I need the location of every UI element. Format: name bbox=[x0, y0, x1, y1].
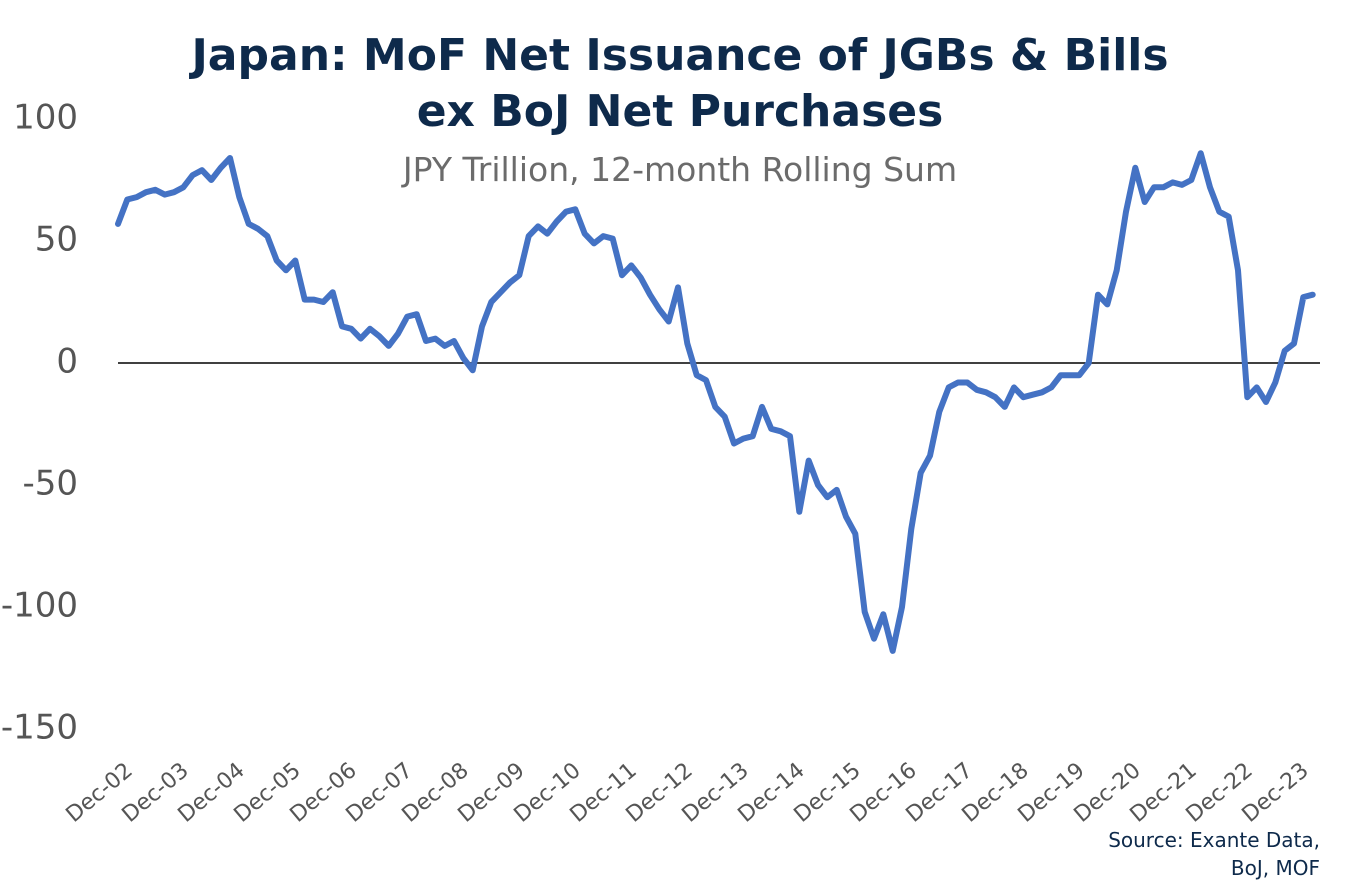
chart-subtitle: JPY Trillion, 12-month Rolling Sum bbox=[402, 150, 958, 189]
y-tick-label: 0 bbox=[56, 342, 78, 382]
y-tick-label: -150 bbox=[1, 708, 78, 748]
source-note: Source: Exante Data, BoJ, MOF bbox=[1108, 828, 1320, 880]
data-line bbox=[115, 150, 1316, 654]
y-tick-label: -50 bbox=[22, 464, 78, 504]
y-tick-label: -100 bbox=[1, 586, 78, 626]
y-tick-label: 50 bbox=[35, 220, 78, 260]
y-tick-label: 100 bbox=[13, 98, 78, 138]
chart-title: Japan: MoF Net Issuance of JGBs & Bills … bbox=[191, 30, 1169, 137]
